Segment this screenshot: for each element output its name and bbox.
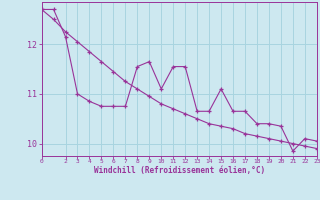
X-axis label: Windchill (Refroidissement éolien,°C): Windchill (Refroidissement éolien,°C)	[94, 166, 265, 175]
